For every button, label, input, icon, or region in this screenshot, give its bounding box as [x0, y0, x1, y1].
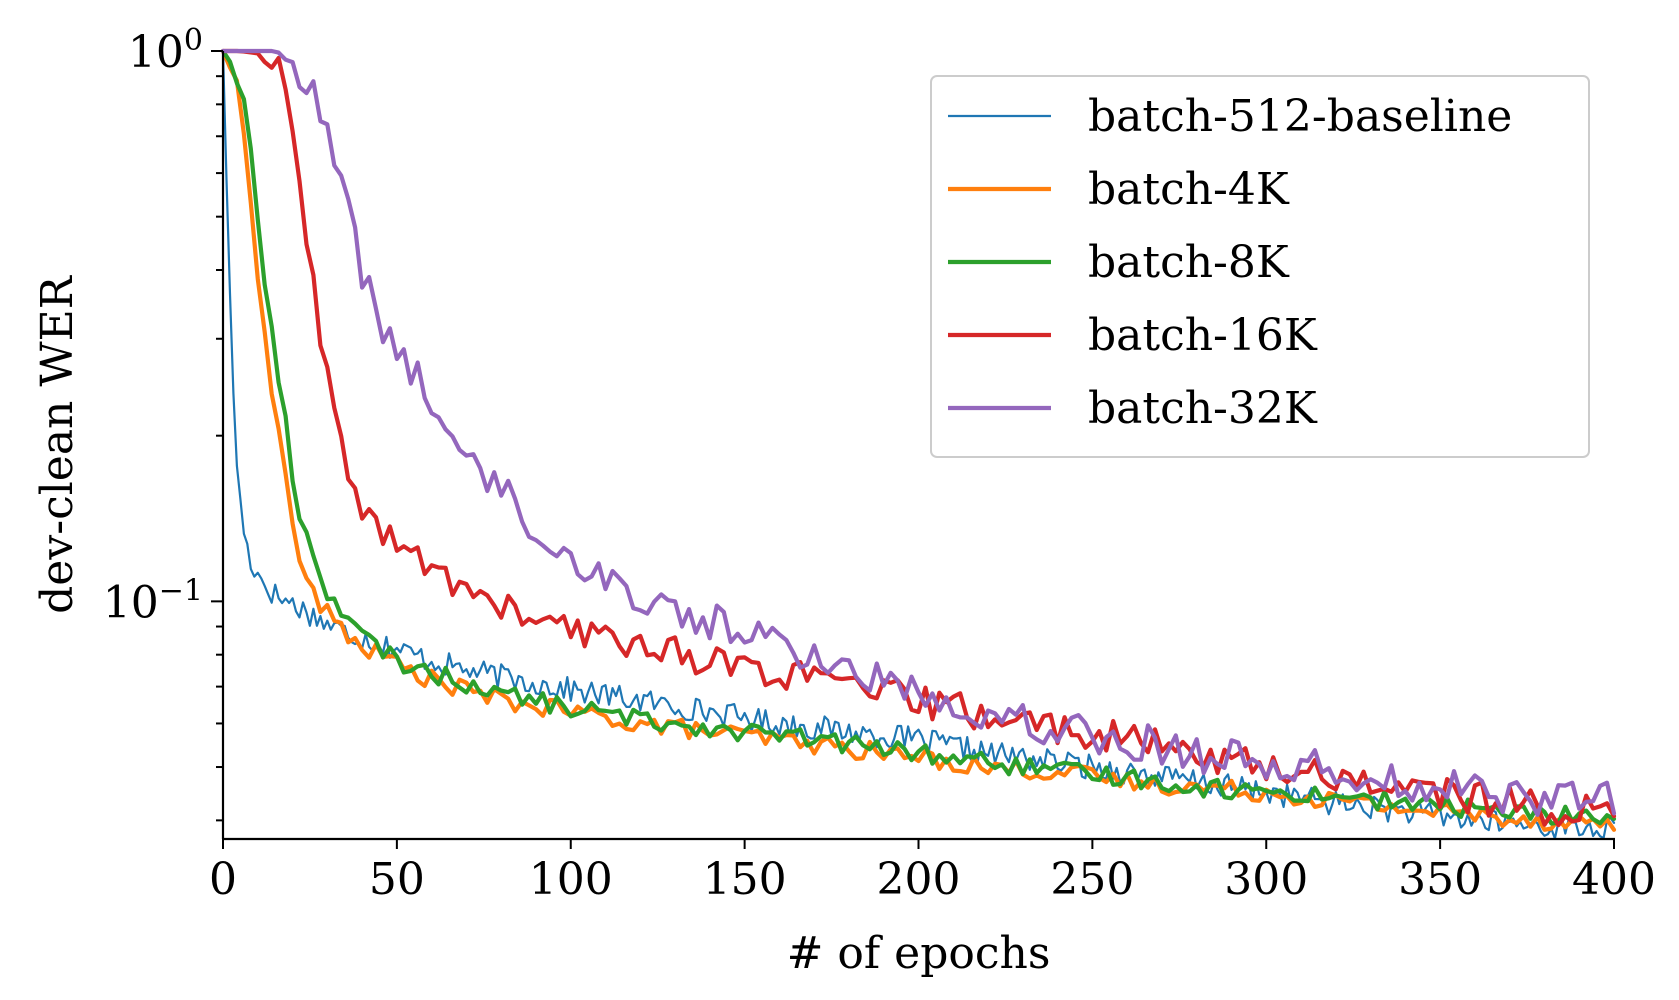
- x-tick-label-100: 100: [529, 854, 613, 905]
- x-tick-label-150: 150: [703, 854, 787, 905]
- x-tick-label-0: 0: [209, 854, 237, 905]
- legend-label-batch-16K: batch-16K: [1088, 310, 1318, 361]
- legend-label-batch-32K: batch-32K: [1088, 383, 1318, 434]
- y-axis-title: dev-clean WER: [32, 274, 83, 614]
- series-batch-4K: [220, 48, 1617, 832]
- x-axis-title: # of epochs: [787, 928, 1051, 979]
- y-tick-label: 100: [128, 23, 203, 79]
- legend-items: batch-512-baseline batch-4K batch-8K batch-…: [948, 91, 1512, 434]
- legend-item-batch-16K: batch-16K: [948, 310, 1318, 361]
- x-tick-label-400: 400: [1572, 854, 1656, 905]
- legend-item-batch-8K: batch-8K: [948, 237, 1290, 288]
- x-tick-label-300: 300: [1224, 854, 1308, 905]
- x-tick-label-250: 250: [1050, 854, 1134, 905]
- x-tick-label-200: 200: [877, 854, 961, 905]
- legend-box: [930, 75, 1590, 458]
- series-batch-16K: [220, 48, 1617, 828]
- series-layer: [220, 48, 1617, 840]
- y-ticks: 100 10−1: [103, 23, 223, 822]
- series-batch-32K: [220, 48, 1617, 817]
- legend-label-batch-512-baseline: batch-512-baseline: [1088, 91, 1512, 142]
- legend-item-batch-32K: batch-32K: [948, 383, 1318, 434]
- x-ticks: 0 50 100 150 200 250 300 350 400: [209, 839, 1656, 905]
- x-tick-label-350: 350: [1398, 854, 1482, 905]
- x-tick-label-50: 50: [369, 854, 425, 905]
- legend-label-batch-4K: batch-4K: [1088, 164, 1290, 215]
- legend-item-batch-4K: batch-4K: [948, 164, 1290, 215]
- y-tick-label: 10−1: [103, 573, 203, 629]
- series-batch-8K: [220, 48, 1617, 826]
- legend: batch-512-baseline batch-4K batch-8K batch-…: [930, 75, 1590, 458]
- series-batch-512-baseline: [221, 49, 1616, 840]
- legend-item-batch-512-baseline: batch-512-baseline: [948, 91, 1512, 142]
- legend-label-batch-8K: batch-8K: [1088, 237, 1290, 288]
